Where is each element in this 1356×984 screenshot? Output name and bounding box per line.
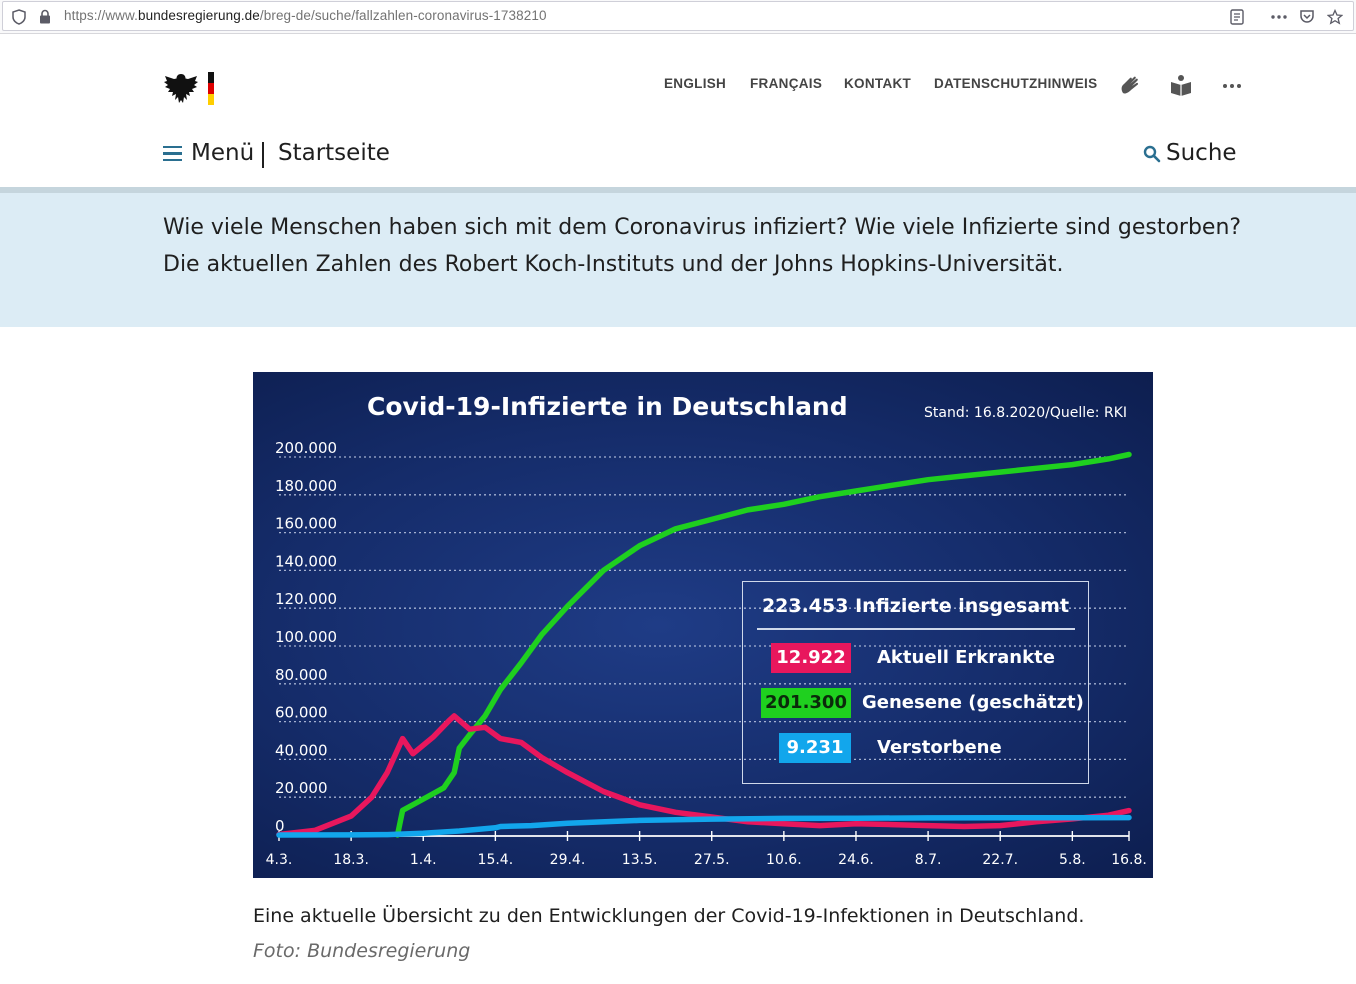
y-tick-label: 140.000 (275, 552, 337, 570)
legend-value-aktuell: 12.922 (771, 643, 851, 673)
image-caption: Eine aktuelle Übersicht zu den Entwicklu… (253, 905, 1085, 927)
sign-language-icon[interactable] (1118, 73, 1142, 97)
y-tick-label: 200.000 (275, 439, 337, 457)
y-tick-label: 160.000 (275, 515, 337, 533)
chart-canvas: 200.000 180.000 160.000 140.000 120.000 100.0… (266, 439, 1147, 868)
x-tick-label: 1.4. (410, 852, 437, 868)
y-tick-label: 100.000 (275, 628, 337, 646)
home-link[interactable]: Startseite (278, 140, 390, 166)
more-icon[interactable] (1220, 73, 1244, 97)
hamburger-menu-icon[interactable] (163, 146, 182, 162)
x-tick-label: 16.8. (1111, 852, 1147, 868)
y-tick-label: 80.000 (275, 666, 328, 684)
search-button[interactable]: Suche (1166, 140, 1237, 166)
x-tick-label: 15.4. (478, 852, 514, 868)
shield-icon[interactable] (11, 9, 27, 25)
search-icon[interactable] (1143, 145, 1161, 163)
intro-text: Wie viele Menschen haben sich mit dem Co… (163, 215, 1242, 277)
chart-summary-box: 223.453 Infizierte insgesamt 12.922 Aktu… (742, 581, 1089, 784)
x-tick-label: 13.5. (622, 852, 658, 868)
browser-toolbar: https://www.bundesregierung.de/breg-de/s… (0, 0, 1356, 34)
x-tick-label: 10.6. (766, 852, 802, 868)
series-line-genesene (394, 451, 1132, 838)
nav-datenschutzhinweis[interactable]: DATENSCHUTZHINWEIS (934, 76, 1098, 91)
series-line-verstorbene (276, 814, 1132, 838)
x-tick-label: 24.6. (838, 852, 874, 868)
y-tick-label: 20.000 (275, 779, 328, 797)
header-divider (0, 187, 1356, 193)
nav-kontakt[interactable]: KONTAKT (844, 76, 912, 91)
address-bar[interactable]: https://www.bundesregierung.de/breg-de/s… (2, 1, 1354, 31)
german-flag (208, 72, 214, 105)
pocket-icon[interactable] (1299, 9, 1315, 25)
x-tick-label: 18.3. (333, 852, 369, 868)
total-infected: 223.453 Infizierte insgesamt (761, 595, 1070, 617)
nav-francais[interactable]: FRANÇAIS (750, 76, 823, 91)
y-tick-label: 120.000 (275, 590, 337, 608)
page-actions-icon[interactable] (1269, 9, 1289, 25)
y-tick-label: 40.000 (275, 741, 328, 759)
legend-value-genesene: 201.300 (761, 688, 851, 718)
legend-label-genesene: Genesene (geschätzt) (862, 692, 1084, 713)
menu-button[interactable]: Menü (191, 140, 255, 166)
series-line-aktuell (276, 713, 1132, 838)
intro-panel (0, 193, 1356, 327)
x-tick-label: 5.8. (1059, 852, 1086, 868)
y-tick-label: 180.000 (275, 477, 337, 495)
legend-label-aktuell: Aktuell Erkrankte (877, 647, 1055, 668)
x-tick-label: 29.4. (550, 852, 586, 868)
federal-eagle-logo[interactable] (163, 72, 199, 106)
summary-divider (757, 628, 1075, 630)
image-credit: Foto: Bundesregierung (253, 940, 471, 962)
x-tick-label: 8.7. (915, 852, 942, 868)
bookmark-star-icon[interactable] (1326, 8, 1344, 25)
chart-title: Covid-19-Infizierte in Deutschland (367, 392, 848, 421)
legend-label-verstorbene: Verstorbene (877, 737, 1002, 758)
x-tick-label: 27.5. (694, 852, 730, 868)
covid-chart-image[interactable]: 200.000 180.000 160.000 140.000 120.000 100.0… (253, 372, 1153, 878)
chart-source: Stand: 16.8.2020/Quelle: RKI (924, 405, 1127, 421)
nav-english[interactable]: ENGLISH (664, 76, 727, 91)
url-text[interactable]: https://www.bundesregierung.de/breg-de/s… (64, 8, 547, 23)
reader-view-icon[interactable] (1229, 9, 1245, 25)
x-tick-label: 4.3. (266, 852, 293, 868)
y-tick-label: 0 (275, 817, 285, 835)
menu-separator (262, 142, 264, 168)
x-tick-label: 22.7. (982, 852, 1018, 868)
legend-value-verstorbene: 9.231 (779, 733, 851, 763)
y-tick-label: 60.000 (275, 704, 328, 722)
lock-icon[interactable] (37, 9, 53, 25)
easy-language-icon[interactable] (1169, 73, 1193, 97)
